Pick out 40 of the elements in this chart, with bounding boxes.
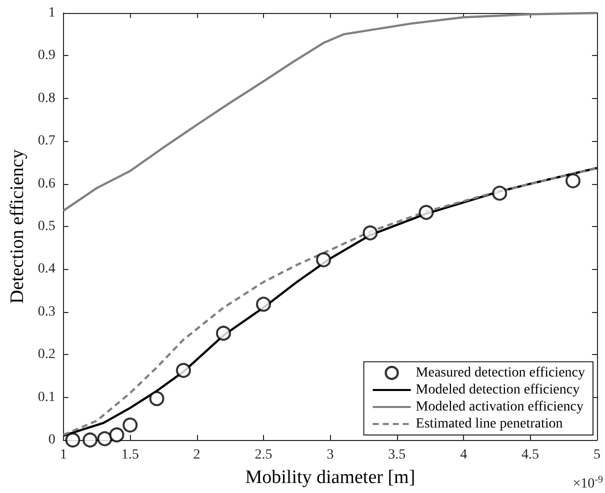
point (82, 432, 98, 448)
y-tick-label: 0 (48, 432, 56, 448)
point (216, 326, 231, 341)
point (492, 186, 508, 201)
y-tick-label: 1 (48, 6, 56, 20)
point (418, 204, 434, 220)
y-tick-label: 0.4 (38, 262, 56, 277)
point (256, 296, 271, 312)
y-tick-label: 0.5 (38, 219, 56, 234)
x-tick-label: 3 (326, 448, 334, 462)
point (362, 225, 378, 240)
point (316, 252, 332, 268)
point (149, 391, 164, 406)
point (109, 427, 124, 442)
y-tick-label: 0.8 (38, 90, 56, 106)
y-tick-label: 0.7 (38, 134, 56, 149)
x-tick-label: 2 (193, 448, 200, 462)
x-tick-label: 5 (594, 448, 600, 462)
x-tick-label: 1.5 (121, 448, 139, 462)
x-axis-title: Mobility diameter [m] (245, 467, 416, 488)
x-tick-label: 2.5 (254, 448, 272, 462)
legend-label: Estimated line penetration (416, 416, 563, 432)
x-tick-label: 3.5 (388, 448, 406, 462)
y-tick-label: 0.2 (38, 347, 56, 362)
point (122, 418, 138, 433)
point (97, 431, 112, 446)
point (65, 432, 80, 448)
legend-label: Modeled activation efficiency (416, 400, 584, 414)
y-tick-label: 0.9 (38, 48, 56, 64)
x-tick-label: 4.5 (522, 448, 540, 462)
y-axis-title: Detection efficiency (7, 148, 28, 304)
legend-label: Modeled detection efficiency (416, 382, 580, 398)
y-tick-label: 0.1 (38, 390, 56, 405)
point (176, 362, 191, 378)
x-tick-label: 4 (460, 448, 468, 462)
legend-label: Measured detection efficiency (416, 365, 585, 380)
x-tick-label: 1 (60, 448, 67, 462)
y-tick-label: 0.3 (38, 304, 56, 320)
point (566, 173, 580, 188)
y-tick-label: 0.6 (38, 176, 56, 192)
